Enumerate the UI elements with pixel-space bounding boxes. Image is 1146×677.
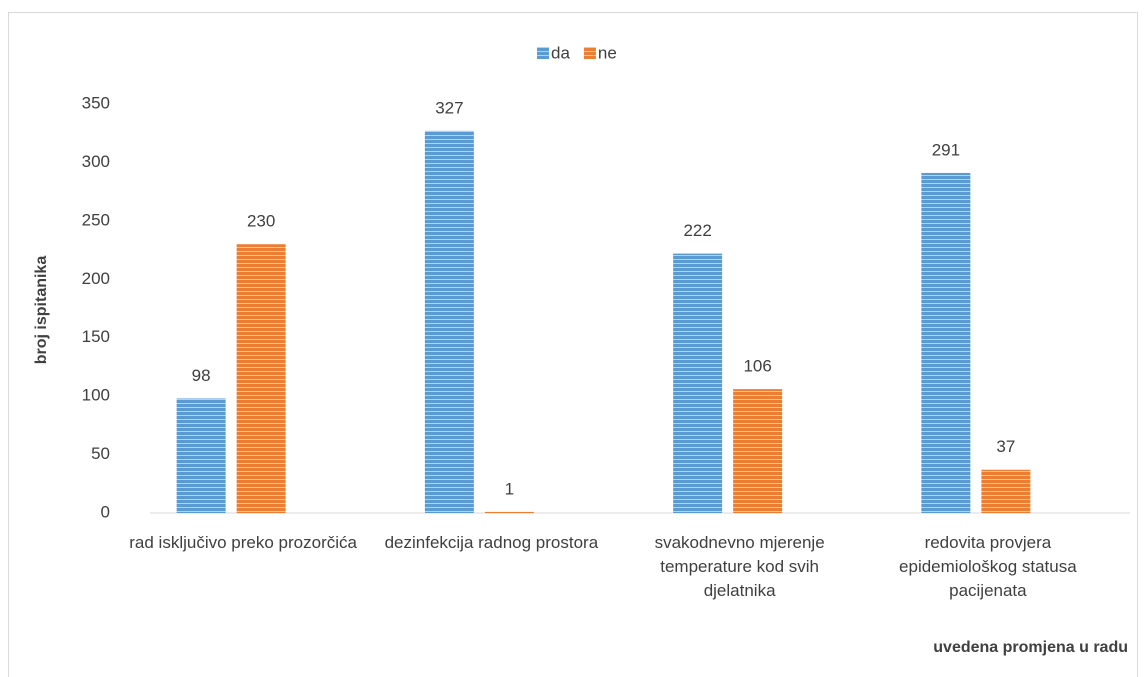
data-label: 291	[932, 140, 960, 159]
y-tick-label: 200	[82, 269, 110, 288]
data-label: 1	[505, 479, 514, 498]
bar	[424, 130, 474, 513]
y-tick-label: 300	[82, 152, 110, 171]
y-tick-label: 0	[101, 502, 110, 521]
x-tick-label: rad isključivo preko prozorčića	[129, 533, 357, 552]
x-tick-label: redovita provjera epidemiološkog statusa…	[899, 533, 1077, 600]
legend-label: ne	[598, 43, 617, 62]
x-axis-title: uvedena promjena u radu	[933, 639, 1128, 656]
y-tick-label: 150	[82, 327, 110, 346]
data-label: 37	[996, 437, 1015, 456]
data-label: 327	[435, 98, 463, 117]
legend-swatch	[537, 47, 549, 59]
bar	[673, 253, 723, 513]
bar	[484, 511, 534, 513]
legend-swatch	[583, 47, 596, 59]
y-tick-label: 250	[82, 210, 110, 229]
y-tick-label: 100	[82, 386, 110, 405]
x-tick-label: svakodnevno mjerenje temperature kod svi…	[654, 533, 825, 600]
bar	[176, 398, 226, 513]
data-label: 230	[247, 212, 275, 231]
y-axis-title: broj ispitanika	[33, 256, 50, 365]
y-tick-label: 350	[82, 93, 110, 112]
x-tick-label: dezinfekcija radnog prostora	[384, 533, 599, 552]
data-label: 222	[683, 221, 711, 240]
data-label: 98	[192, 366, 211, 385]
bar	[733, 389, 783, 513]
legend-label: da	[551, 43, 570, 62]
bar	[921, 172, 971, 513]
bar	[236, 244, 286, 513]
bar	[981, 469, 1031, 513]
y-tick-label: 50	[91, 444, 110, 463]
data-label: 106	[743, 357, 771, 376]
